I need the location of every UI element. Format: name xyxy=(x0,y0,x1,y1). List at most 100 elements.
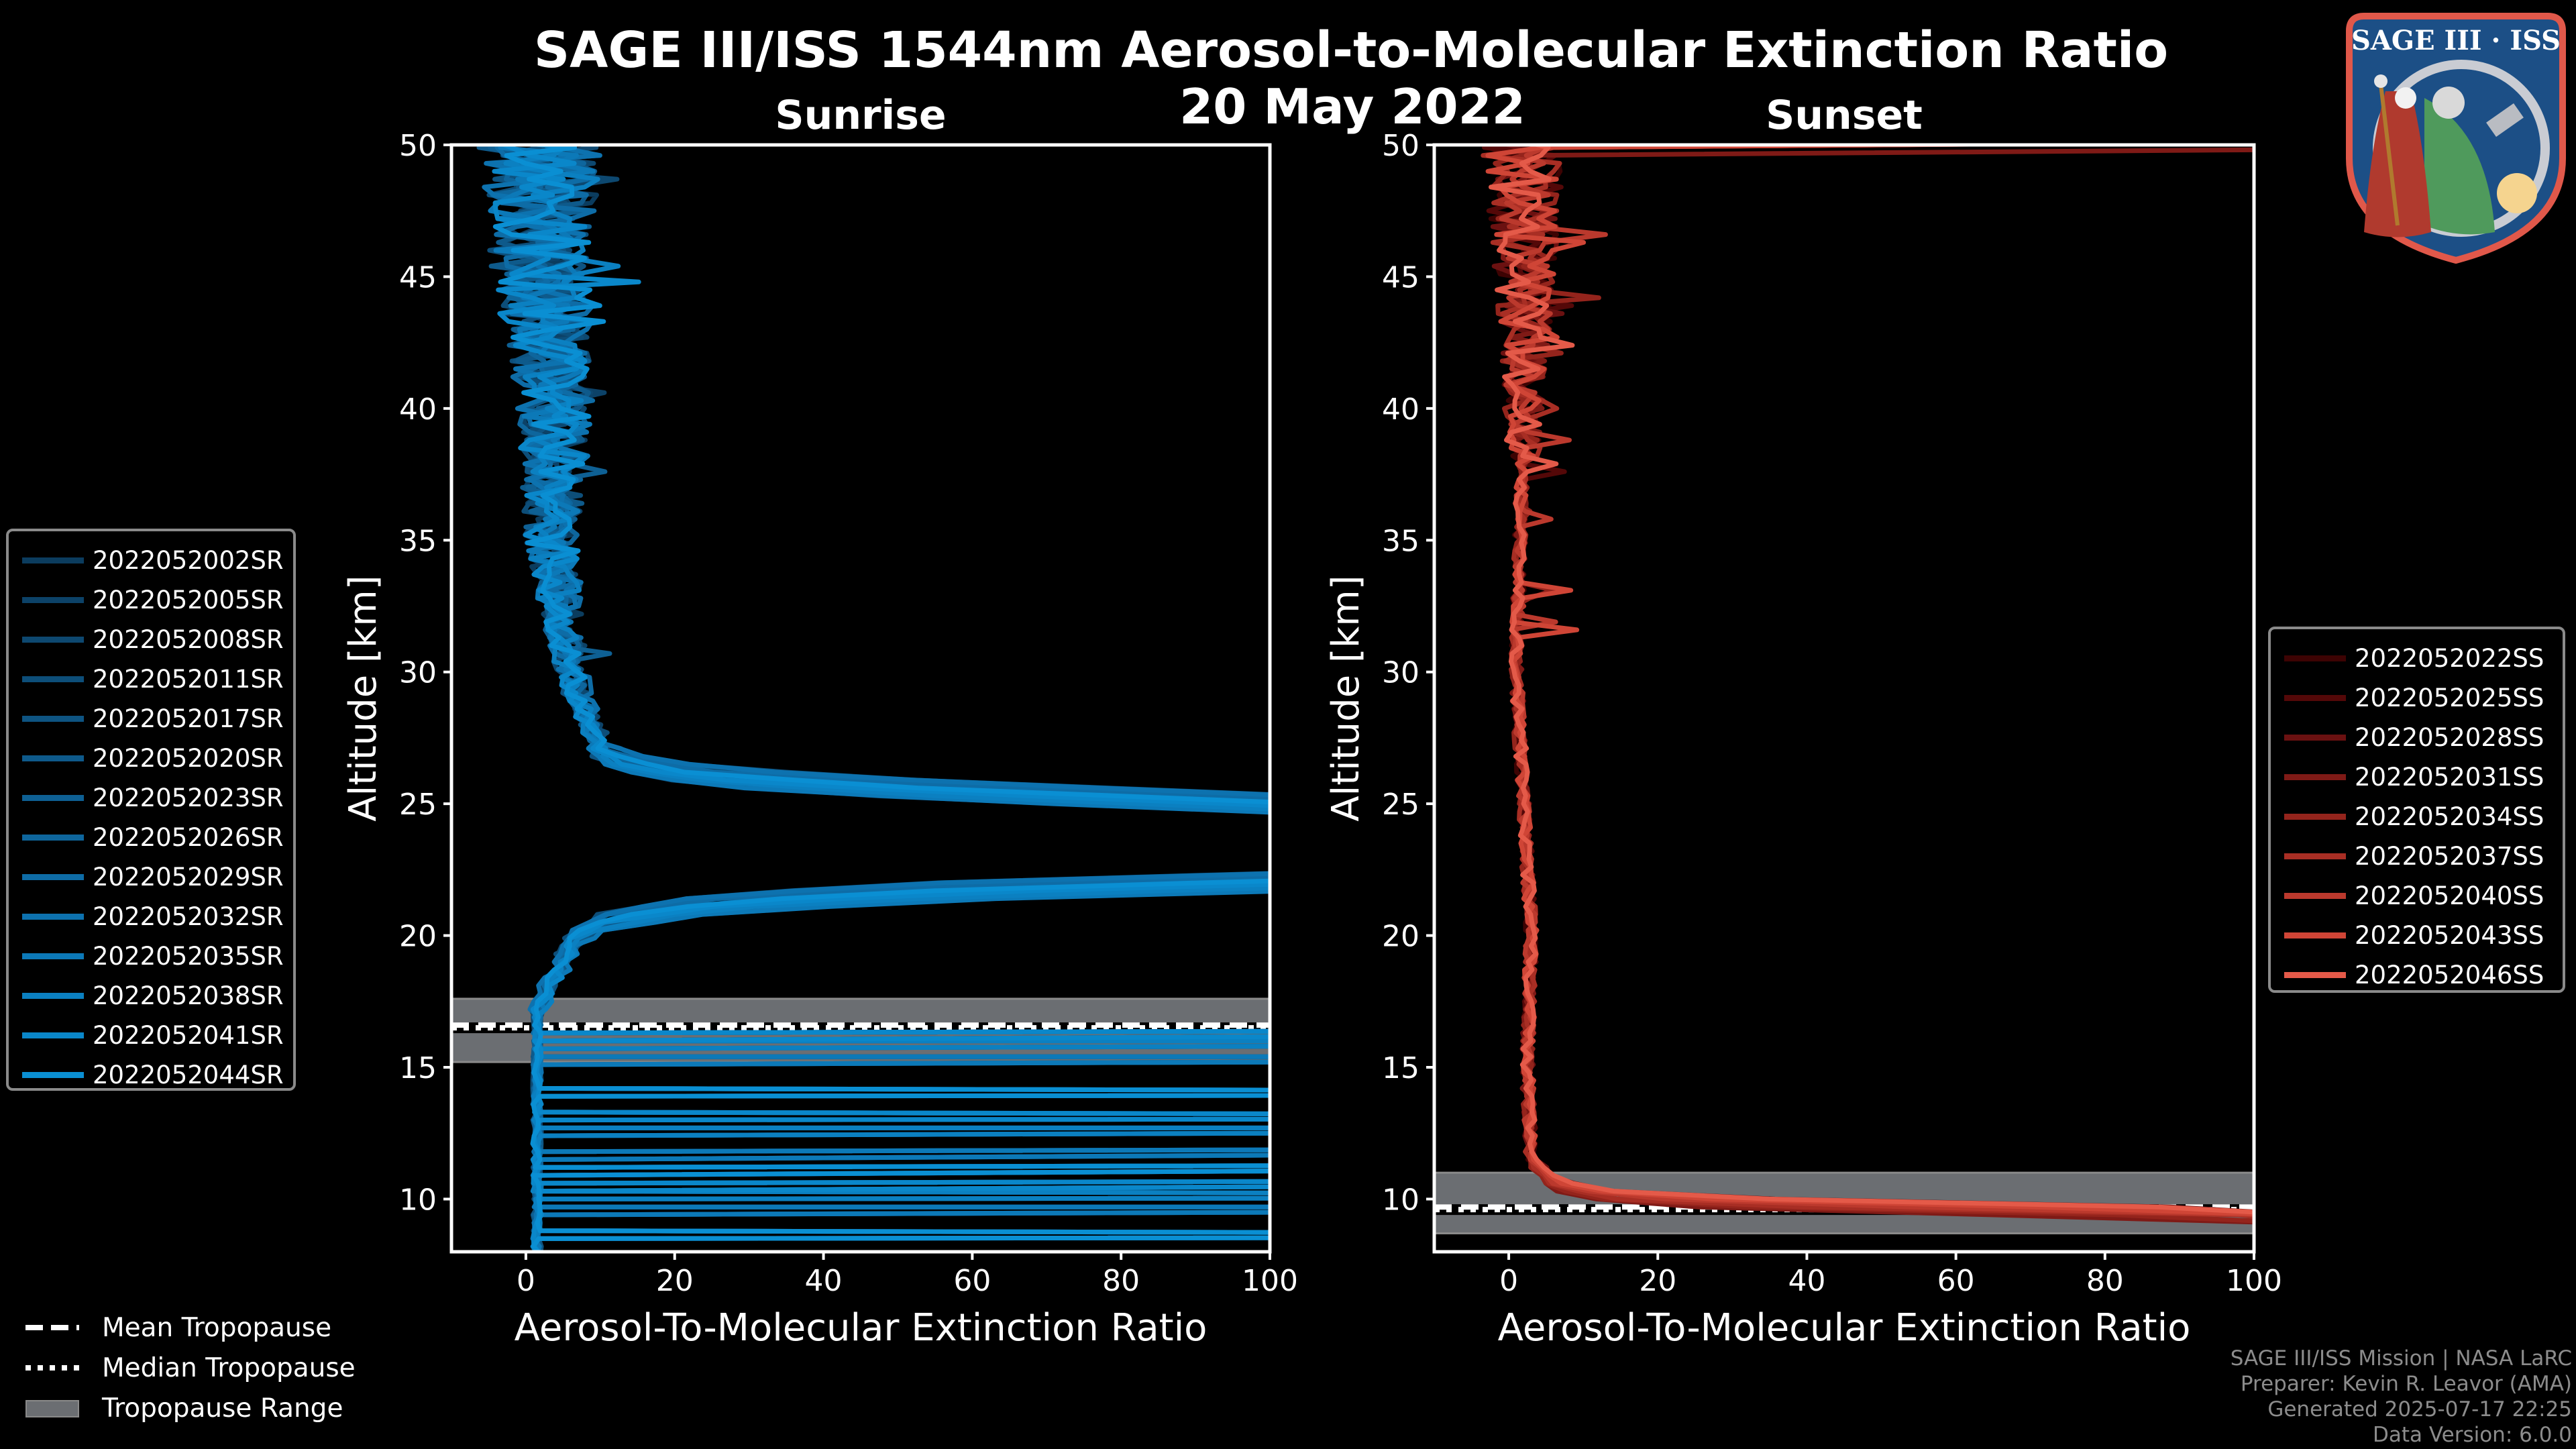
y-tick-label: 15 xyxy=(399,1051,437,1085)
profile-line-2022052041SR xyxy=(492,145,1270,1252)
profile-line-2022052046SS xyxy=(1489,145,2254,1215)
legend-label: 2022052037SS xyxy=(2355,842,2544,871)
sage-iii-iss-mission-logo: SAGE III · ISS xyxy=(2346,13,2566,264)
footer-line: Preparer: Kevin R. Leavor (AMA) xyxy=(2240,1372,2572,1396)
legend-label: 2022052035SR xyxy=(93,942,284,971)
footer-line: Data Version: 6.0.0 xyxy=(2372,1423,2572,1447)
panel-title-sunrise: Sunrise xyxy=(775,92,946,139)
legend-label: 2022052022SS xyxy=(2355,644,2544,673)
trop-legend-label: Tropopause Range xyxy=(102,1393,343,1424)
x-tick-label: 0 xyxy=(1499,1264,1518,1298)
dashed-line-icon xyxy=(25,1325,79,1330)
profile-line-2022052029SR xyxy=(494,145,1270,1252)
legend-line-swatch xyxy=(22,716,84,722)
y-tick-label: 30 xyxy=(1382,656,1419,690)
y-axis-label-sunrise: Altitude [km] xyxy=(341,575,385,821)
footer-credits: SAGE III/ISS Mission | NASA LaRC Prepare… xyxy=(2231,1346,2572,1448)
y-axis-label-sunset: Altitude [km] xyxy=(1324,575,1368,821)
legend-line-swatch xyxy=(2284,972,2346,978)
legend-label: 2022052008SR xyxy=(93,625,284,654)
dotted-line-icon xyxy=(25,1365,79,1371)
profile-line-2022052017SR xyxy=(477,145,1270,1252)
x-tick-label: 80 xyxy=(1102,1264,1140,1298)
legend-line-swatch xyxy=(22,557,84,564)
profile-line-2022052026SR xyxy=(490,145,1270,1252)
profile-line-2022052038SR xyxy=(503,145,1270,1252)
profile-line-2022052032SR xyxy=(482,145,1270,1252)
x-tick-label: 20 xyxy=(656,1264,694,1298)
panel-title-sunset: Sunset xyxy=(1766,92,1923,139)
x-axis-label-sunset: Aerosol-To-Molecular Extinction Ratio xyxy=(1498,1306,2191,1350)
x-tick-label: 20 xyxy=(1639,1264,1676,1298)
x-tick-label: 60 xyxy=(953,1264,991,1298)
y-tick-label: 20 xyxy=(399,920,437,954)
y-tick-label: 25 xyxy=(399,788,437,822)
legend-label: 2022052011SR xyxy=(93,665,284,694)
y-tick-label: 35 xyxy=(399,524,437,558)
profile-line-2022052035SR xyxy=(488,145,1270,1252)
profile-line-2022052002SR xyxy=(501,145,1270,1252)
legend-line-swatch xyxy=(22,795,84,801)
y-tick-label: 30 xyxy=(399,656,437,690)
legend-line-swatch xyxy=(2284,853,2346,859)
legend-label: 2022052002SR xyxy=(93,546,284,575)
footer-line: SAGE III/ISS Mission | NASA LaRC xyxy=(2230,1346,2572,1371)
profile-line-2022052005SR xyxy=(488,145,1270,1252)
legend-label: 2022052029SR xyxy=(93,863,284,892)
sunset-legend: 2022052022SS 2022052025SS 2022052028SS 2022… xyxy=(2268,627,2565,993)
legend-line-swatch xyxy=(2284,893,2346,899)
profile-line-2022052044SR xyxy=(492,145,1270,1252)
x-tick-label: 0 xyxy=(517,1264,535,1298)
legend-line-swatch xyxy=(22,1032,84,1038)
sunrise-legend: 2022052002SR 2022052005SR 2022052008SR 2022… xyxy=(6,529,296,1091)
legend-line-swatch xyxy=(2284,774,2346,780)
axes-frame xyxy=(449,143,1272,1254)
legend-line-swatch xyxy=(22,835,84,841)
axes-frame xyxy=(1432,143,2256,1254)
legend-line-swatch xyxy=(22,993,84,999)
svg-text:SAGE III · ISS: SAGE III · ISS xyxy=(2351,25,2561,56)
legend-label: 2022052028SS xyxy=(2355,723,2544,752)
legend-label: 2022052026SR xyxy=(93,823,284,852)
trop-legend-label: Mean Tropopause xyxy=(102,1312,332,1343)
y-tick-label: 40 xyxy=(399,392,437,427)
x-tick-label: 60 xyxy=(1937,1264,1975,1298)
legend-label: 2022052046SS xyxy=(2355,961,2544,989)
x-axis-label-sunrise: Aerosol-To-Molecular Extinction Ratio xyxy=(515,1306,1208,1350)
x-tick-label: 80 xyxy=(2086,1264,2124,1298)
profile-line-2022052023SR xyxy=(488,145,1270,1252)
legend-label: 2022052017SR xyxy=(93,704,284,733)
profile-line-2022052008SR xyxy=(500,145,1270,1252)
gray-band-icon xyxy=(25,1400,79,1417)
y-tick-label: 45 xyxy=(1382,260,1419,294)
legend-line-swatch xyxy=(22,1072,84,1078)
y-tick-label: 25 xyxy=(1382,788,1419,822)
chart-date: 20 May 2022 xyxy=(1179,78,1525,135)
trop-legend-label: Median Tropopause xyxy=(102,1352,356,1383)
legend-label: 2022052025SS xyxy=(2355,684,2544,712)
y-tick-label: 20 xyxy=(1382,920,1419,954)
legend-label: 2022052034SS xyxy=(2355,802,2544,831)
y-tick-label: 10 xyxy=(1382,1183,1419,1217)
legend-line-swatch xyxy=(22,874,84,880)
legend-label: 2022052023SR xyxy=(93,784,284,812)
y-tick-label: 10 xyxy=(399,1183,437,1217)
y-tick-label: 35 xyxy=(1382,524,1419,558)
legend-line-swatch xyxy=(2284,695,2346,701)
legend-line-swatch xyxy=(22,676,84,682)
legend-label: 2022052031SS xyxy=(2355,763,2544,792)
y-tick-label: 50 xyxy=(399,129,437,163)
x-tick-label: 40 xyxy=(1788,1264,1825,1298)
legend-line-swatch xyxy=(2284,655,2346,661)
legend-line-swatch xyxy=(22,597,84,603)
legend-label: 2022052040SS xyxy=(2355,881,2544,910)
x-tick-label: 100 xyxy=(1242,1264,1298,1298)
y-tick-label: 15 xyxy=(1382,1051,1419,1085)
legend-label: 2022052043SS xyxy=(2355,921,2544,950)
legend-label: 2022052038SR xyxy=(93,981,284,1010)
x-tick-label: 40 xyxy=(805,1264,843,1298)
legend-label: 2022052041SR xyxy=(93,1021,284,1050)
legend-line-swatch xyxy=(22,914,84,920)
legend-line-swatch xyxy=(2284,814,2346,820)
legend-label: 2022052005SR xyxy=(93,586,284,614)
